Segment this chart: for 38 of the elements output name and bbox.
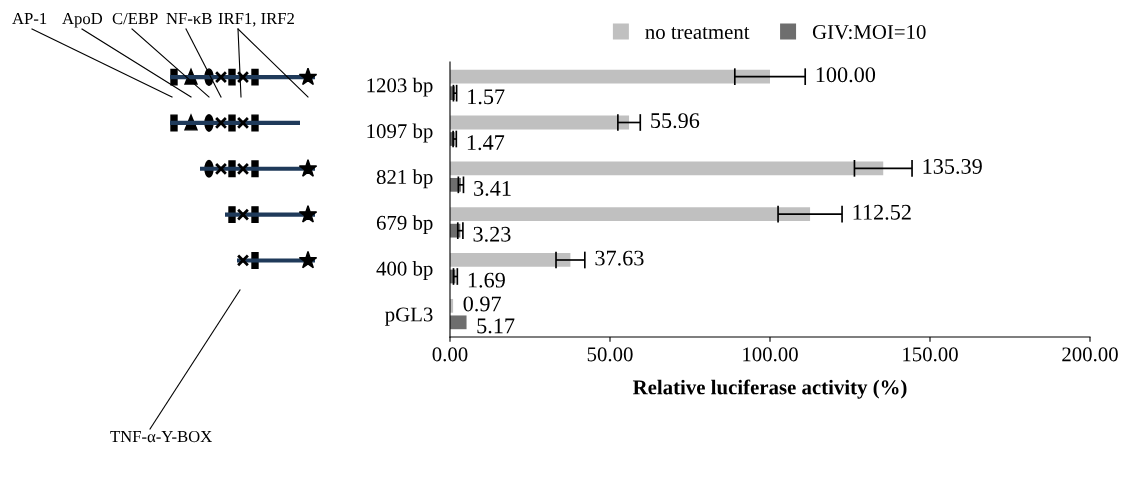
x-tick-label: 150.00 bbox=[903, 347, 958, 362]
data-label: 1.47 bbox=[467, 135, 505, 151]
data-label: 112.52 bbox=[853, 204, 911, 220]
data-label: 5.17 bbox=[477, 318, 515, 334]
bar bbox=[450, 315, 467, 330]
text: ApoD bbox=[62, 13, 103, 28]
x-tick-label: 100.00 bbox=[743, 347, 798, 362]
data-label: 3.41 bbox=[474, 180, 511, 196]
text: AP-1 bbox=[12, 13, 47, 25]
bar bbox=[450, 207, 811, 222]
text: C/EBP bbox=[112, 12, 158, 25]
y-tick-label: 679 bp bbox=[376, 215, 433, 235]
data-label: 0.97 bbox=[463, 296, 501, 312]
legend-label: GIV:MOI=10 bbox=[812, 24, 926, 40]
y-tick-label: 400 bp bbox=[376, 261, 433, 280]
data-label: 37.63 bbox=[595, 250, 644, 266]
data-label: 135.39 bbox=[923, 158, 982, 174]
y-tick-label: 1097 bp bbox=[367, 123, 433, 143]
text: TNF-α-Y-BOX bbox=[110, 430, 212, 443]
bar bbox=[450, 115, 630, 130]
legend-label: no treatment bbox=[645, 27, 750, 40]
x-axis-title: Relative luciferase activity (%) bbox=[632, 379, 907, 399]
data-label: 1.57 bbox=[468, 89, 505, 105]
data-label: 3.23 bbox=[473, 226, 511, 242]
data-label: 100.00 bbox=[816, 67, 876, 83]
bar bbox=[450, 161, 884, 176]
data-label: 55.96 bbox=[651, 113, 700, 129]
bar bbox=[450, 69, 770, 84]
x-tick-label: 0.00 bbox=[432, 347, 468, 362]
text: IRF1, IRF2 bbox=[218, 12, 294, 27]
text: NF-κB bbox=[166, 13, 212, 25]
x-tick-label: 50.00 bbox=[587, 347, 633, 362]
y-tick-label: 821 bp bbox=[376, 169, 433, 189]
y-tick-label: 1203 bp bbox=[367, 77, 433, 97]
bar bbox=[450, 253, 571, 267]
x-tick-label: 200.00 bbox=[1062, 347, 1118, 362]
data-label: 1.69 bbox=[468, 272, 505, 288]
y-tick-label: pGL3 bbox=[385, 307, 433, 326]
